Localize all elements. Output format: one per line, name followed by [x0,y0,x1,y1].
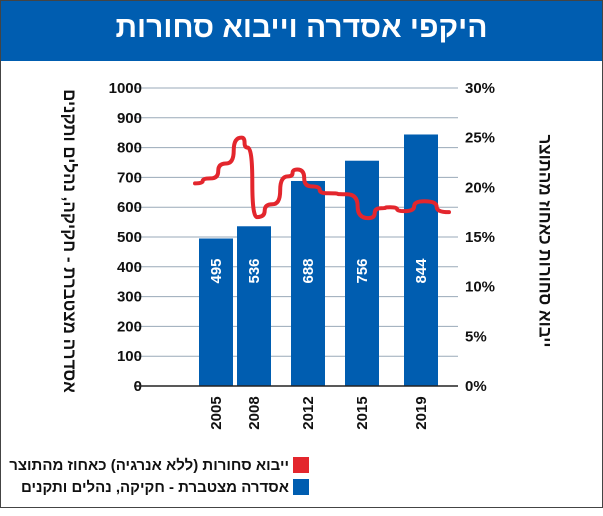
title-bar: היקפי אסדרה וייבוא סחורות [1,1,602,61]
x-tick-label: 2005 [208,396,225,429]
y-left-tick-label: 400 [117,259,142,276]
y-left-tick-label: 600 [117,199,142,216]
legend-swatch-blue [293,479,309,495]
y-right-tick-label: 30% [465,80,495,97]
bar-2008 [237,226,271,386]
bar-value-label: 844 [413,258,430,284]
chart-title: היקפי אסדרה וייבוא סחורות [115,11,488,44]
y-left-tick-label: 800 [117,140,142,157]
bar-value-label: 495 [208,258,225,283]
legend-label: ייבוא סחורות (ללא אנרגיה) כאחוז מהתוצר [9,456,289,474]
legend-item-import: ייבוא סחורות (ללא אנרגיה) כאחוז מהתוצר [9,454,309,476]
legend-swatch-red [293,457,309,473]
chart-svg: 010020030040050060070080090010000%5%10%1… [109,80,495,430]
x-tick-label: 2008 [246,396,263,429]
y-right-tick-label: 0% [465,378,487,395]
y-right-tick-label: 5% [465,328,487,345]
legend-label: אסדרה מצטברת - חקיקה, נהלים ותקנים [21,478,289,496]
legend-item-regulation: אסדרה מצטברת - חקיקה, נהלים ותקנים [9,476,309,498]
import-line [193,135,451,221]
y-axis-left-label: אסדרה מצטברת - חקיקה, נהלים ותקנים [59,89,79,393]
bar-value-label: 756 [354,258,371,283]
y-right-tick-label: 20% [465,179,495,196]
bar-2012 [291,180,325,386]
bar-value-label: 688 [300,258,317,283]
y-left-tick-label: 100 [117,348,142,365]
bar-2019 [404,134,438,386]
y-right-tick-label: 15% [465,229,495,246]
y-left-tick-label: 500 [117,229,142,246]
legend: ייבוא סחורות (ללא אנרגיה) כאחוז מהתוצר א… [9,454,309,498]
y-left-tick-label: 300 [117,289,142,306]
bar-2005 [199,238,233,386]
y-left-tick-label: 700 [117,169,142,186]
y-right-tick-label: 10% [465,279,495,296]
x-tick-label: 2015 [354,396,371,429]
bar-value-label: 536 [246,258,263,283]
x-tick-label: 2019 [413,396,430,429]
bar-2015 [345,160,379,386]
y-right-tick-label: 25% [465,130,495,147]
y-left-tick-label: 200 [117,318,142,335]
y-left-tick-label: 900 [117,110,142,127]
y-left-tick-label: 1000 [109,80,142,97]
x-tick-label: 2012 [300,396,317,429]
y-axis-right-label: ייבוא סחורות כאחוז מהתוצר [535,134,555,348]
